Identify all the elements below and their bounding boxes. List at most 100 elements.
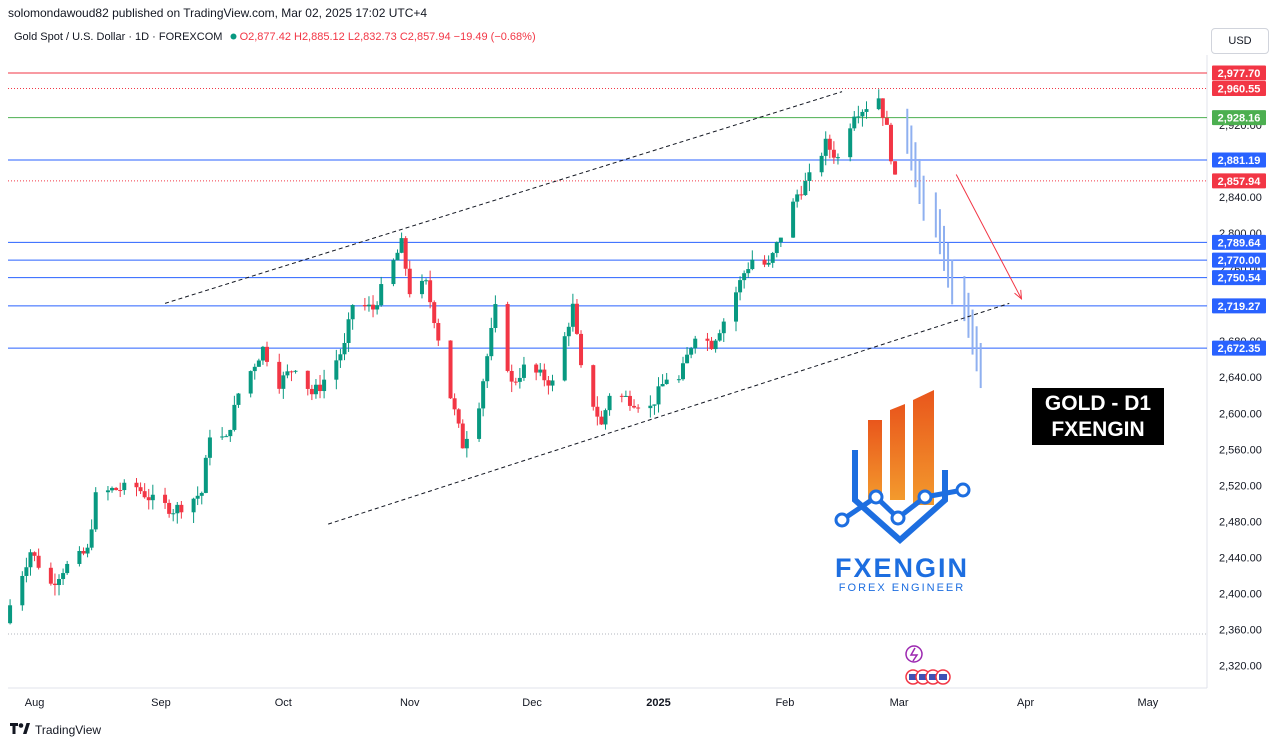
level-badge-label: 2,857.94 — [1218, 176, 1262, 188]
candle-body — [693, 338, 698, 349]
candle-body — [880, 98, 885, 118]
candle-body — [32, 552, 37, 556]
candle-body — [248, 371, 253, 394]
candle-body — [807, 172, 812, 182]
candle-body — [464, 438, 469, 449]
projection-bars — [906, 108, 982, 389]
publish-info: solomondawoud82 published on TradingView… — [8, 6, 428, 20]
candle-body — [134, 482, 139, 488]
level-badge — [1212, 340, 1266, 356]
level-badge-label: 2,928.16 — [1218, 113, 1261, 125]
symbol-name: Gold Spot / U.S. Dollar · 1D · FOREXCOM — [14, 31, 223, 43]
annotation-line-1: GOLD - D1 — [1044, 392, 1152, 415]
candle-body — [146, 497, 151, 501]
candle-body — [195, 495, 200, 499]
annotation-line-2: FXENGIN — [1051, 418, 1145, 441]
candle-body — [546, 380, 551, 386]
level-badge — [1212, 80, 1266, 96]
candle-body — [750, 259, 755, 270]
candle-body — [778, 237, 783, 243]
candle-body — [819, 155, 824, 173]
candle-body — [85, 547, 90, 554]
candle-body — [574, 303, 579, 334]
candle-body — [342, 342, 347, 355]
candle-body — [448, 340, 453, 399]
candle-body — [318, 384, 323, 392]
candle-body — [150, 494, 155, 501]
candle-body — [163, 494, 168, 503]
candle-body — [689, 348, 694, 355]
x-tick-label: 2025 — [646, 697, 670, 709]
candle-body — [823, 138, 828, 156]
candle-body — [566, 326, 571, 337]
candle-body — [24, 567, 29, 576]
candle-body — [118, 490, 123, 492]
candle-body — [627, 395, 632, 406]
candle-body — [256, 360, 261, 367]
candle-body — [770, 253, 775, 263]
candle-body — [595, 406, 600, 417]
candle-body — [77, 550, 82, 564]
x-tick-label: Apr — [1017, 697, 1034, 709]
y-tick-label: 2,640.00 — [1219, 372, 1262, 384]
x-tick-label: Dec — [522, 697, 542, 709]
candle-body — [48, 567, 53, 584]
candle-body — [738, 280, 743, 293]
symbol-header: Gold Spot / U.S. Dollar · 1D · FOREXCOM … — [14, 31, 536, 43]
candle-body — [705, 338, 710, 341]
level-badge-label: 2,960.55 — [1218, 83, 1261, 95]
candle-body — [713, 340, 718, 350]
fxengin-logo-icon — [834, 390, 971, 545]
candle-body — [803, 181, 808, 196]
candle-body — [848, 128, 853, 158]
y-tick-label: 2,560.00 — [1219, 444, 1262, 456]
level-badge — [1212, 234, 1266, 250]
candle-body — [660, 384, 665, 387]
candle-body — [179, 504, 184, 513]
candle-body — [391, 260, 396, 285]
candle-body — [456, 409, 461, 424]
candle-body — [717, 333, 722, 341]
candle-body — [28, 552, 33, 568]
candle-body — [334, 360, 339, 380]
candle-body — [831, 149, 836, 158]
candle-body — [252, 366, 257, 372]
candle-body — [322, 379, 327, 392]
calendar-events-icon — [905, 645, 951, 685]
candle-body — [799, 194, 804, 196]
x-tick-label: May — [1138, 697, 1159, 709]
candle-body — [379, 284, 384, 306]
candle-body — [207, 437, 212, 458]
currency-button[interactable]: USD — [1211, 28, 1269, 54]
tradingview-logo-icon — [10, 722, 30, 737]
level-badge-label: 2,881.19 — [1218, 155, 1261, 167]
candle-body — [664, 379, 669, 385]
candle-body — [167, 502, 172, 514]
candle-body — [570, 303, 575, 327]
candle-body — [509, 370, 514, 382]
x-tick-label: Nov — [400, 697, 420, 709]
annotation-label: GOLD - D1 FXENGIN — [1032, 388, 1164, 445]
candle-body — [709, 340, 714, 350]
candle-body — [65, 563, 70, 574]
candle-body — [517, 377, 522, 382]
candle-body — [224, 436, 229, 438]
candle-body — [89, 529, 94, 548]
level-badge — [1212, 252, 1266, 268]
candle-body — [305, 370, 310, 389]
y-tick-label: 2,320.00 — [1219, 661, 1262, 673]
footer-brand: TradingView — [35, 722, 102, 737]
level-badge — [1212, 65, 1266, 81]
candle-body — [680, 363, 685, 380]
candle-body — [791, 201, 796, 238]
x-tick-label: Oct — [275, 697, 292, 709]
level-badge-label: 2,770.00 — [1218, 255, 1261, 267]
candle-body — [313, 384, 318, 395]
candle-body — [619, 395, 624, 397]
candle-body — [232, 404, 237, 430]
footer: TradingView — [10, 722, 101, 737]
status-dot-icon — [230, 31, 240, 43]
candle-body — [603, 410, 608, 425]
candle-body — [350, 305, 355, 320]
